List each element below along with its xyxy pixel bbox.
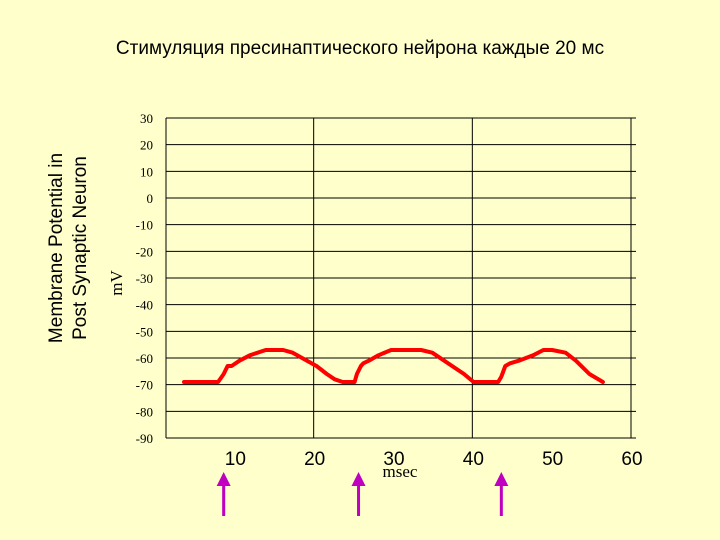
x-tick-label: 10 [225, 449, 246, 470]
slide-title: Стимуляция пресинаптического нейрона каж… [115, 38, 605, 59]
y-tick-label: -20 [136, 244, 153, 259]
y-tick-label: -40 [136, 298, 153, 313]
x-axis-unit-label: msec [383, 462, 418, 481]
grid-layer [165, 117, 636, 439]
stimulus-arrow-head [494, 472, 509, 486]
y-tick-label: 30 [140, 111, 153, 126]
stimulus-arrow-head [351, 472, 366, 486]
y-tick-label: 0 [147, 191, 154, 206]
x-tick-label: 30 [383, 449, 404, 470]
stimulus-arrows [216, 472, 509, 516]
membrane-potential-line [182, 348, 605, 384]
x-tick-label: 20 [304, 449, 325, 470]
y-tick-label: -10 [136, 218, 153, 233]
x-tick-label: 50 [542, 449, 563, 470]
x-tick-label: 40 [463, 449, 484, 470]
x-tick-label: 60 [621, 449, 642, 470]
y-tick-label: -50 [136, 324, 153, 339]
y-tick-labels: 30 20 10 0 -10 -20 -30 -40 -50 -60 -70 -80 -90 [136, 111, 153, 446]
x-tick-labels: 10 20 30 40 50 60 [225, 449, 643, 470]
y-tick-label: -30 [136, 271, 153, 286]
y-tick-label: -60 [136, 351, 153, 366]
y-tick-label: -90 [136, 431, 153, 446]
y-tick-label: 10 [140, 164, 153, 179]
y-tick-label: -80 [136, 404, 153, 419]
y-tick-label: -70 [136, 378, 153, 393]
y-axis-unit-label: mV [107, 270, 126, 296]
y-tick-label: 20 [140, 138, 153, 153]
stimulus-arrow-head [216, 472, 231, 486]
